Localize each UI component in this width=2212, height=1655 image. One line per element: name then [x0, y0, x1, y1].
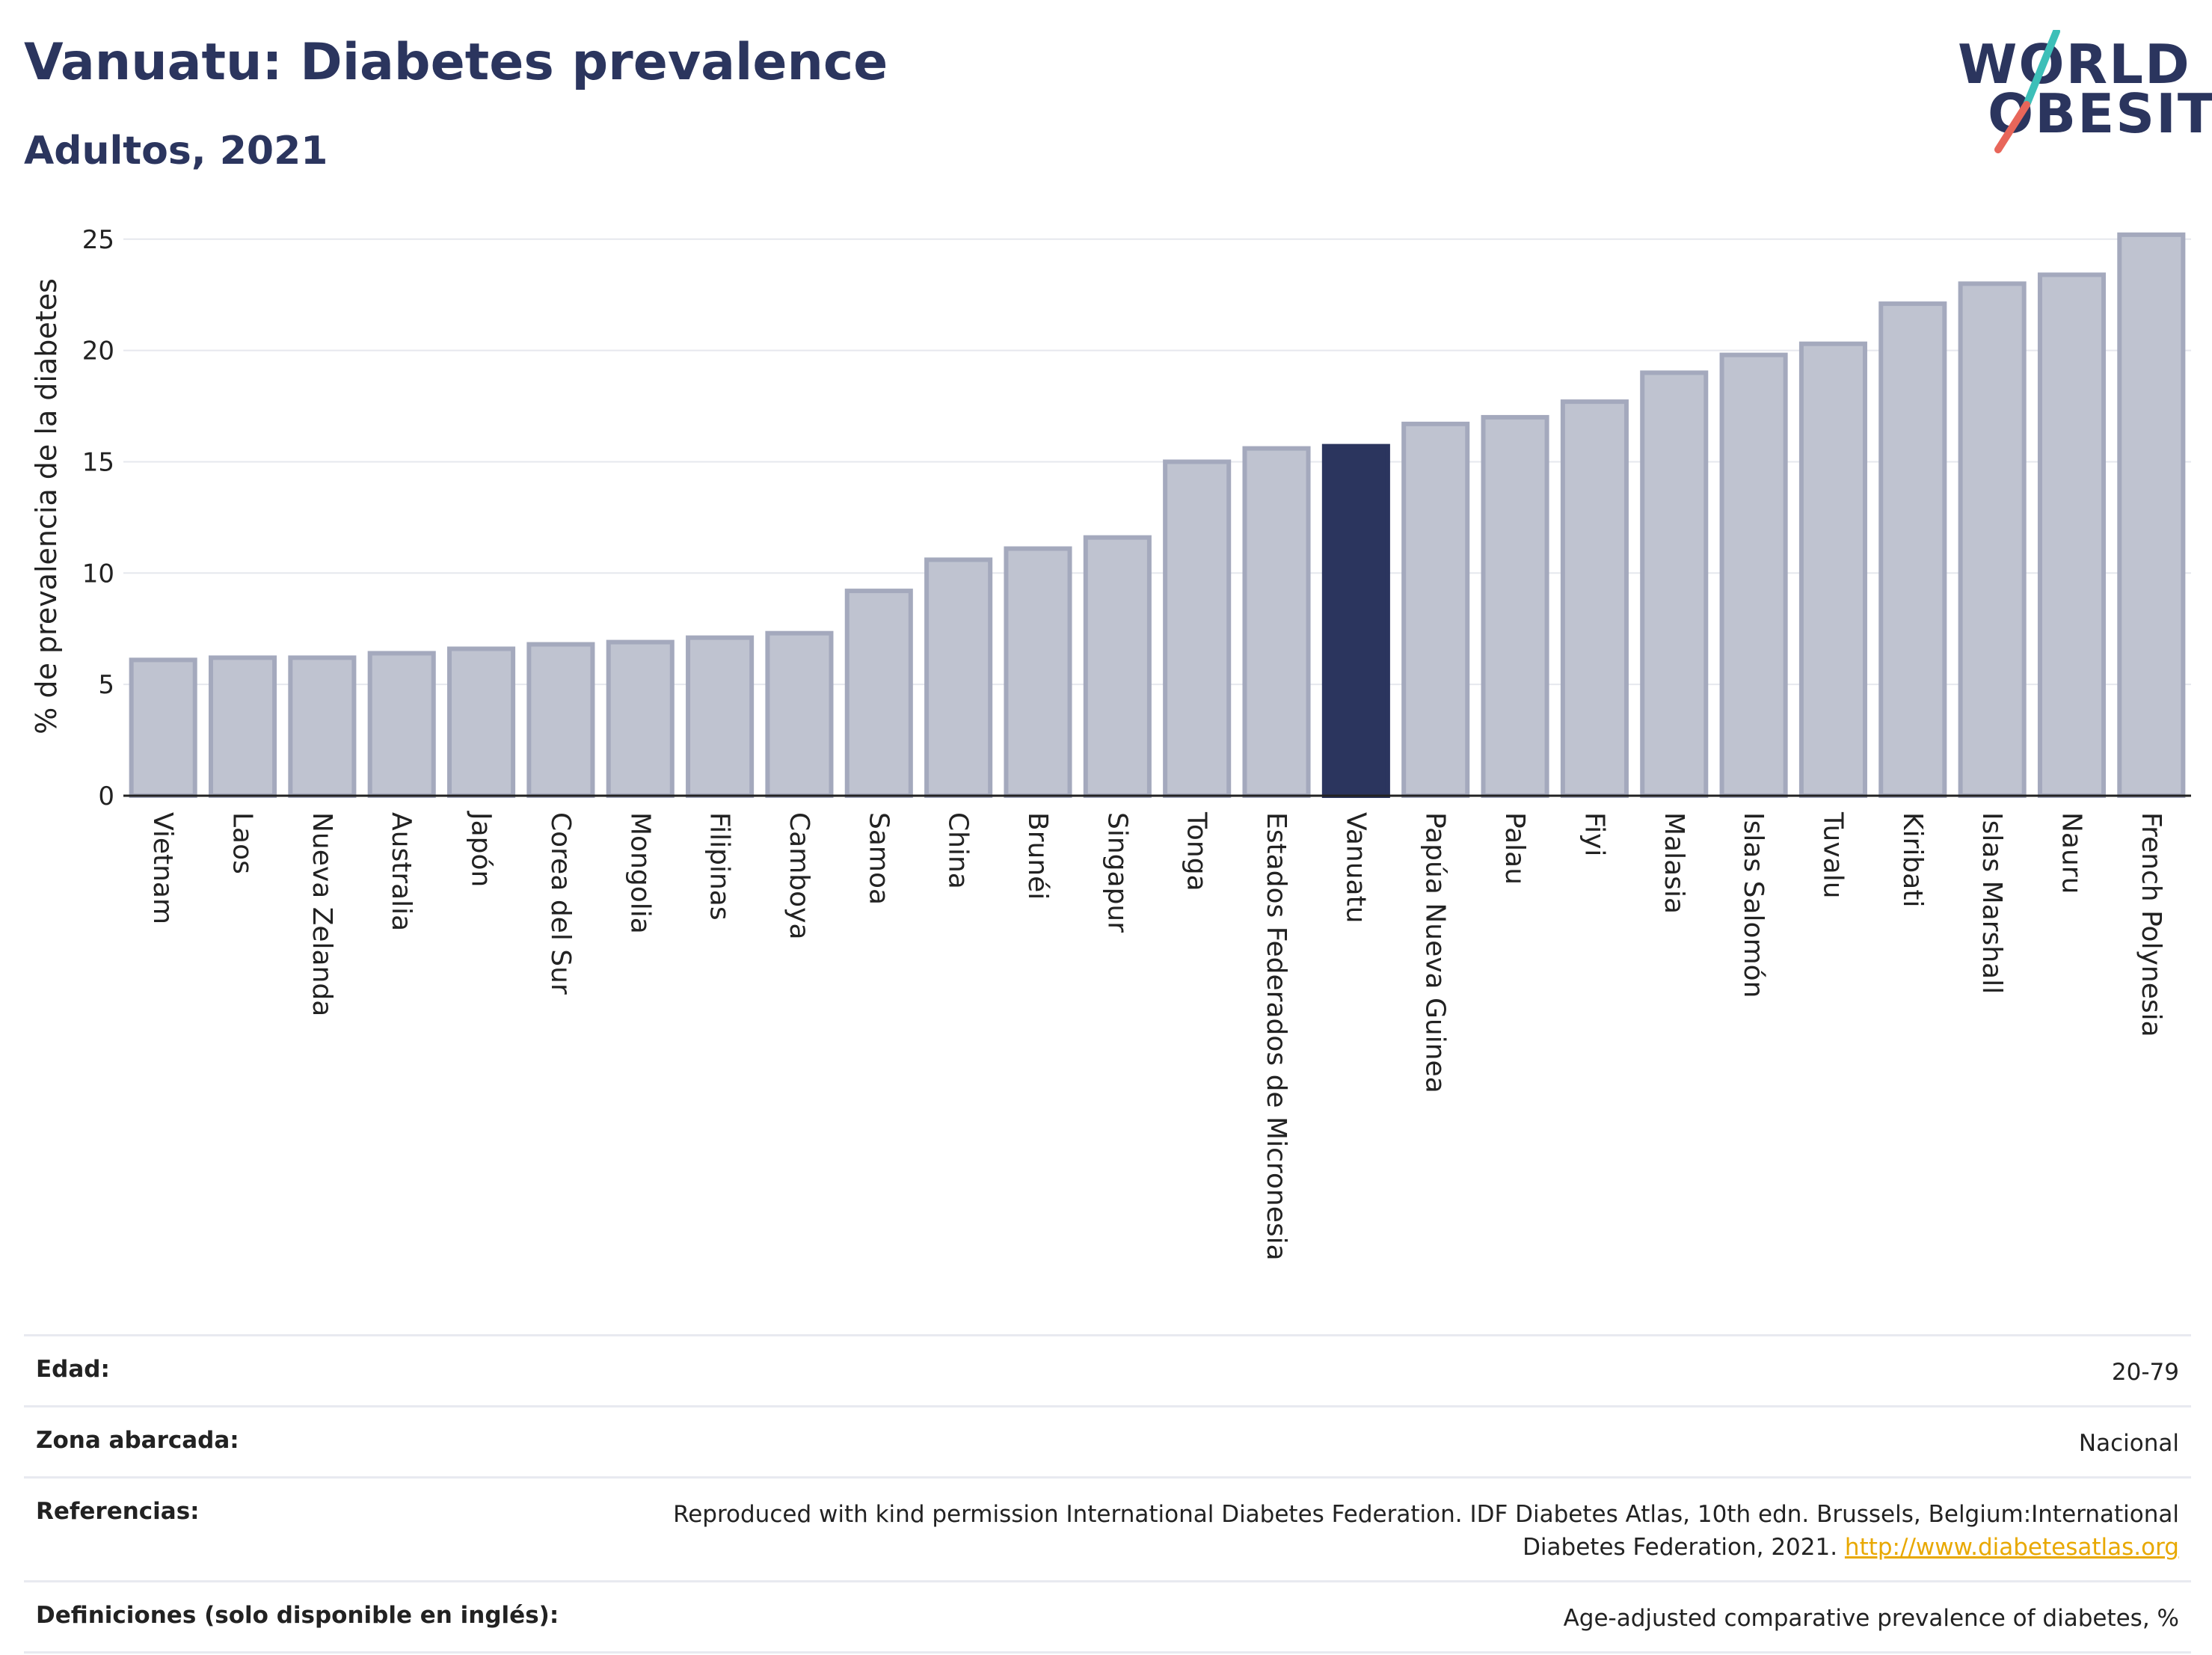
meta-row-age: Edad: 20-79 [24, 1334, 2191, 1405]
bar-laos [208, 655, 277, 799]
metadata-table: Edad: 20-79 Zona abarcada: Nacional Refe… [24, 1334, 2191, 1654]
chart-title: Vanuatu: Diabetes prevalence [24, 33, 888, 92]
chart-subtitle: Adultos, 2021 [24, 129, 328, 174]
world-obesity-logo: WORLD OBESITY [1952, 30, 2212, 157]
x-tick-label: Tonga [1182, 811, 1212, 891]
bar-singapur [1083, 535, 1152, 798]
x-tick-label: Islas Salomón [1738, 812, 1769, 998]
meta-row-area: Zona abarcada: Nacional [24, 1405, 2191, 1476]
x-tick-label: Filipinas [704, 812, 735, 921]
bar-islas-salomón [1719, 352, 1788, 799]
bar-mongolia [606, 639, 675, 798]
x-tick-label: Islas Marshall [1976, 812, 2007, 994]
meta-value: Age-adjusted comparative prevalence of d… [1563, 1605, 2179, 1632]
x-tick-label: Kiribati [1897, 812, 1928, 907]
bar-camboya [765, 630, 834, 799]
bar-tuvalu [1798, 341, 1867, 798]
meta-value: 20-79 [2111, 1359, 2179, 1386]
y-tick-label: 5 [98, 670, 114, 700]
x-tick-label: Brunéi [1022, 812, 1053, 900]
x-tick-label: Australia [386, 812, 417, 931]
bar-corea-del-sur [526, 642, 595, 798]
bar-malasia [1640, 370, 1709, 798]
y-axis-label: % de prevalencia de la diabetes [30, 278, 63, 734]
bar-fiyi [1560, 399, 1629, 799]
bar-samoa [844, 589, 913, 798]
bar-japón [447, 646, 516, 798]
bar-china [924, 557, 993, 798]
logo-slash-icon [1994, 30, 2060, 153]
meta-label: Zona abarcada: [36, 1427, 239, 1454]
x-tick-label: Vanuatu [1340, 812, 1371, 924]
bar-nauru [2037, 272, 2107, 798]
y-tick-label: 25 [82, 225, 114, 255]
x-tick-label: Estados Federados de Micronesia [1261, 812, 1291, 1261]
x-tick-label: Corea del Sur [545, 812, 576, 995]
meta-row-definitions: Definiciones (solo disponible en inglés)… [24, 1580, 2191, 1654]
reference-text: Reproduced with kind permission Internat… [673, 1501, 2179, 1561]
bar-chart: 0 5 10 15 20 25 % de prevalencia de la diabete… [30, 225, 2191, 1261]
x-tick-label: Nauru [2056, 812, 2086, 894]
x-tick-label: French Polynesia [2136, 812, 2166, 1037]
x-tick-label: Singapur [1102, 812, 1132, 933]
meta-label: Referencias: [36, 1498, 200, 1525]
x-tick-label: Samoa [863, 812, 894, 905]
x-tick-label: Camboya [784, 812, 814, 940]
bar-french-polynesia [2117, 232, 2186, 799]
bar-palau [1481, 414, 1549, 798]
x-tick-label: Mongolia [624, 812, 655, 934]
bar-brunéi [1004, 546, 1072, 798]
bar-filipinas [686, 635, 755, 799]
bar-kiribati [1878, 301, 1947, 799]
x-tick-label: Fiyi [1579, 812, 1609, 856]
reference-link[interactable]: http://www.diabetesatlas.org [1844, 1534, 2179, 1561]
x-tick-label: China [943, 812, 974, 889]
meta-label: Edad: [36, 1356, 110, 1383]
x-tick-label: Laos [227, 812, 258, 874]
x-tick-label: Nueva Zelanda [307, 812, 337, 1016]
y-tick-label: 15 [82, 447, 114, 477]
x-tick-label: Japón [466, 811, 497, 887]
x-tick-label: Papúa Nueva Guinea [1420, 812, 1451, 1093]
bar-vietnam [129, 657, 197, 799]
x-tick-label: Palau [1499, 812, 1530, 885]
meta-row-references: Referencias: Reproduced with kind permis… [24, 1476, 2191, 1580]
meta-value: Nacional [2078, 1430, 2179, 1457]
x-tick-label: Malasia [1659, 812, 1689, 914]
meta-label: Definiciones (solo disponible en inglés)… [36, 1602, 559, 1629]
x-tick-label: Vietnam [147, 812, 178, 924]
bar-vanuatu [1321, 443, 1390, 798]
y-tick-label: 0 [98, 782, 114, 811]
bar-tonga [1163, 459, 1232, 798]
bar-australia [367, 651, 436, 798]
x-tick-label: Tuvalu [1817, 811, 1848, 899]
bar-nueva-zelanda [288, 655, 357, 799]
y-tick-label: 10 [82, 559, 114, 589]
bar-estados-federados-de-micronesia [1242, 446, 1311, 798]
bar-islas-marshall [1958, 281, 2027, 799]
logo-line-1: WORLD [1958, 33, 2191, 96]
meta-value: Reproduced with kind permission Internat… [654, 1498, 2179, 1564]
bar-papúa-nueva-guinea [1401, 421, 1470, 798]
y-tick-label: 20 [82, 337, 114, 366]
